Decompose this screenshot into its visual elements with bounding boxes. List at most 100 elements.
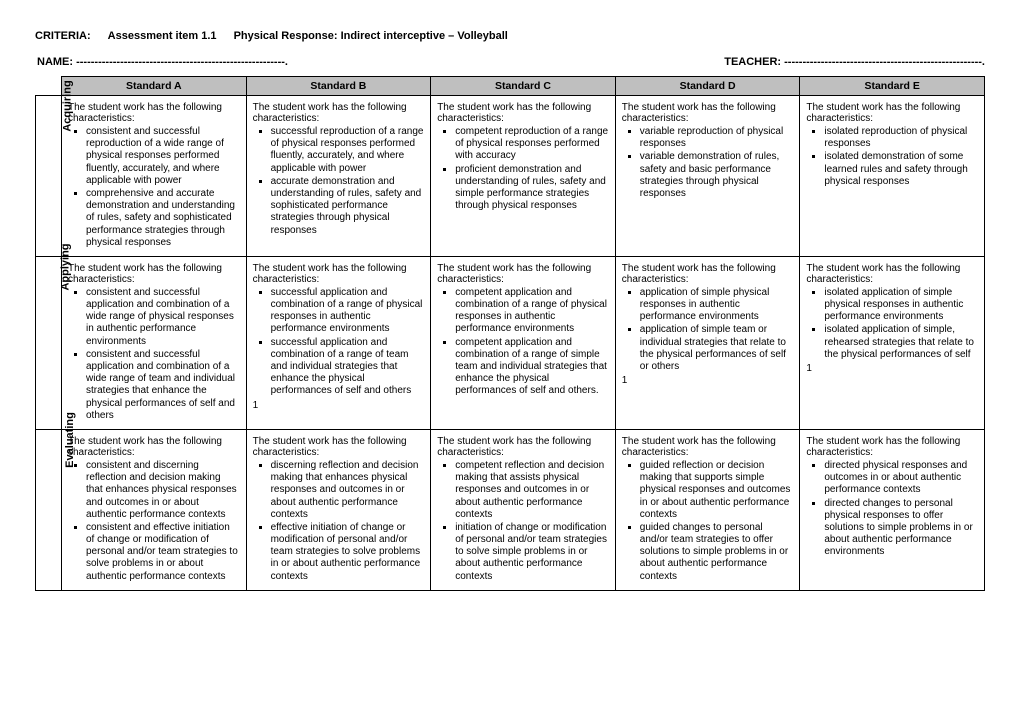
- corner-cell: [36, 77, 62, 96]
- footnote: 1: [253, 400, 425, 411]
- bullet-list: variable reproduction of physical respon…: [622, 126, 794, 200]
- rubric-table: Standard A Standard B Standard C Standar…: [35, 76, 985, 591]
- name-teacher-row: NAME: ----------------------------------…: [35, 56, 985, 68]
- rubric-cell: The student work has the following chara…: [246, 96, 431, 257]
- standard-c-head: Standard C: [431, 77, 616, 96]
- bullet-list: consistent and successful application an…: [68, 287, 240, 422]
- row-label-text: Evaluating: [64, 412, 76, 468]
- bullet-list: consistent and successful reproduction o…: [68, 126, 240, 249]
- bullet-list: guided reflection or decision making tha…: [622, 460, 794, 583]
- subject-title: Physical Response: Indirect interceptive…: [234, 30, 508, 42]
- cell-intro: The student work has the following chara…: [806, 263, 978, 285]
- bullet-item: consistent and successful application an…: [86, 287, 240, 348]
- cell-intro: The student work has the following chara…: [253, 436, 425, 458]
- cell-intro: The student work has the following chara…: [68, 263, 240, 285]
- cell-intro: The student work has the following chara…: [622, 263, 794, 285]
- bullet-list: consistent and discerning reflection and…: [68, 460, 240, 583]
- rubric-cell: The student work has the following chara…: [246, 256, 431, 429]
- bullet-item: accurate demonstration and understanding…: [271, 176, 425, 237]
- rubric-row: Acquiring The student work has the follow…: [36, 96, 985, 257]
- bullet-list: competent reproduction of a range of phy…: [437, 126, 609, 212]
- bullet-item: initiation of change or modification of …: [455, 522, 609, 583]
- standard-d-head: Standard D: [615, 77, 800, 96]
- standard-e-head: Standard E: [800, 77, 985, 96]
- row-label: Applying: [36, 256, 62, 429]
- rubric-cell: The student work has the following chara…: [615, 96, 800, 257]
- rubric-cell: The student work has the following chara…: [800, 96, 985, 257]
- rubric-cell: The student work has the following chara…: [62, 256, 247, 429]
- name-field: NAME: ----------------------------------…: [37, 56, 288, 68]
- rubric-cell: The student work has the following chara…: [246, 429, 431, 590]
- bullet-item: consistent and successful application an…: [86, 349, 240, 422]
- cell-intro: The student work has the following chara…: [68, 436, 240, 458]
- bullet-item: application of simple team or individual…: [640, 324, 794, 373]
- rubric-cell: The student work has the following chara…: [62, 429, 247, 590]
- bullet-item: competent reflection and decision making…: [455, 460, 609, 521]
- bullet-list: discerning reflection and decision makin…: [253, 460, 425, 583]
- cell-intro: The student work has the following chara…: [437, 102, 609, 124]
- row-label: Evaluating: [36, 429, 62, 590]
- bullet-item: discerning reflection and decision makin…: [271, 460, 425, 521]
- bullet-list: competent application and combination of…: [437, 287, 609, 398]
- bullet-item: comprehensive and accurate demonstration…: [86, 188, 240, 249]
- rubric-row: Applying The student work has the followi…: [36, 256, 985, 429]
- cell-intro: The student work has the following chara…: [806, 102, 978, 124]
- rubric-cell: The student work has the following chara…: [431, 429, 616, 590]
- cell-intro: The student work has the following chara…: [253, 263, 425, 285]
- bullet-item: guided reflection or decision making tha…: [640, 460, 794, 521]
- cell-intro: The student work has the following chara…: [253, 102, 425, 124]
- bullet-item: competent application and combination of…: [455, 337, 609, 398]
- rubric-cell: The student work has the following chara…: [615, 256, 800, 429]
- bullet-item: consistent and effective initiation of c…: [86, 522, 240, 583]
- bullet-item: isolated application of simple physical …: [824, 287, 978, 324]
- rubric-cell: The student work has the following chara…: [431, 96, 616, 257]
- criteria-header: CRITERIA: Assessment item 1.1 Physical R…: [35, 30, 985, 42]
- cell-intro: The student work has the following chara…: [622, 102, 794, 124]
- bullet-item: successful reproduction of a range of ph…: [271, 126, 425, 175]
- rubric-cell: The student work has the following chara…: [800, 256, 985, 429]
- bullet-list: competent reflection and decision making…: [437, 460, 609, 583]
- bullet-list: successful application and combination o…: [253, 287, 425, 398]
- bullet-list: successful reproduction of a range of ph…: [253, 126, 425, 237]
- bullet-item: consistent and discerning reflection and…: [86, 460, 240, 521]
- rubric-cell: The student work has the following chara…: [615, 429, 800, 590]
- bullet-item: variable demonstration of rules, safety …: [640, 151, 794, 200]
- bullet-item: variable reproduction of physical respon…: [640, 126, 794, 150]
- bullet-item: directed physical responses and outcomes…: [824, 460, 978, 497]
- cell-intro: The student work has the following chara…: [437, 263, 609, 285]
- cell-intro: The student work has the following chara…: [68, 102, 240, 124]
- bullet-item: effective initiation of change or modifi…: [271, 522, 425, 583]
- bullet-item: proficient demonstration and understandi…: [455, 164, 609, 213]
- bullet-item: directed changes to personal physical re…: [824, 498, 978, 559]
- bullet-list: directed physical responses and outcomes…: [806, 460, 978, 559]
- row-label-text: Acquiring: [62, 80, 74, 131]
- bullet-item: successful application and combination o…: [271, 287, 425, 336]
- standard-b-head: Standard B: [246, 77, 431, 96]
- bullet-item: guided changes to personal and/or team s…: [640, 522, 794, 583]
- criteria-label: CRITERIA:: [35, 30, 91, 42]
- bullet-item: isolated application of simple, rehearse…: [824, 324, 978, 361]
- row-label: Acquiring: [36, 96, 62, 257]
- bullet-item: isolated demonstration of some learned r…: [824, 151, 978, 188]
- bullet-item: application of simple physical responses…: [640, 287, 794, 324]
- teacher-field: TEACHER: -------------------------------…: [724, 56, 985, 68]
- rubric-row: Evaluating The student work has the follo…: [36, 429, 985, 590]
- bullet-list: isolated reproduction of physical respon…: [806, 126, 978, 188]
- rubric-cell: The student work has the following chara…: [62, 96, 247, 257]
- standards-header-row: Standard A Standard B Standard C Standar…: [36, 77, 985, 96]
- cell-intro: The student work has the following chara…: [622, 436, 794, 458]
- cell-intro: The student work has the following chara…: [437, 436, 609, 458]
- bullet-item: competent reproduction of a range of phy…: [455, 126, 609, 163]
- bullet-item: consistent and successful reproduction o…: [86, 126, 240, 187]
- cell-intro: The student work has the following chara…: [806, 436, 978, 458]
- footnote: 1: [622, 375, 794, 386]
- footnote: 1: [806, 363, 978, 374]
- standard-a-head: Standard A: [62, 77, 247, 96]
- bullet-item: competent application and combination of…: [455, 287, 609, 336]
- bullet-list: isolated application of simple physical …: [806, 287, 978, 361]
- bullet-item: successful application and combination o…: [271, 337, 425, 398]
- rubric-cell: The student work has the following chara…: [431, 256, 616, 429]
- assessment-item: Assessment item 1.1: [108, 30, 217, 42]
- rubric-cell: The student work has the following chara…: [800, 429, 985, 590]
- row-label-text: Applying: [60, 243, 72, 290]
